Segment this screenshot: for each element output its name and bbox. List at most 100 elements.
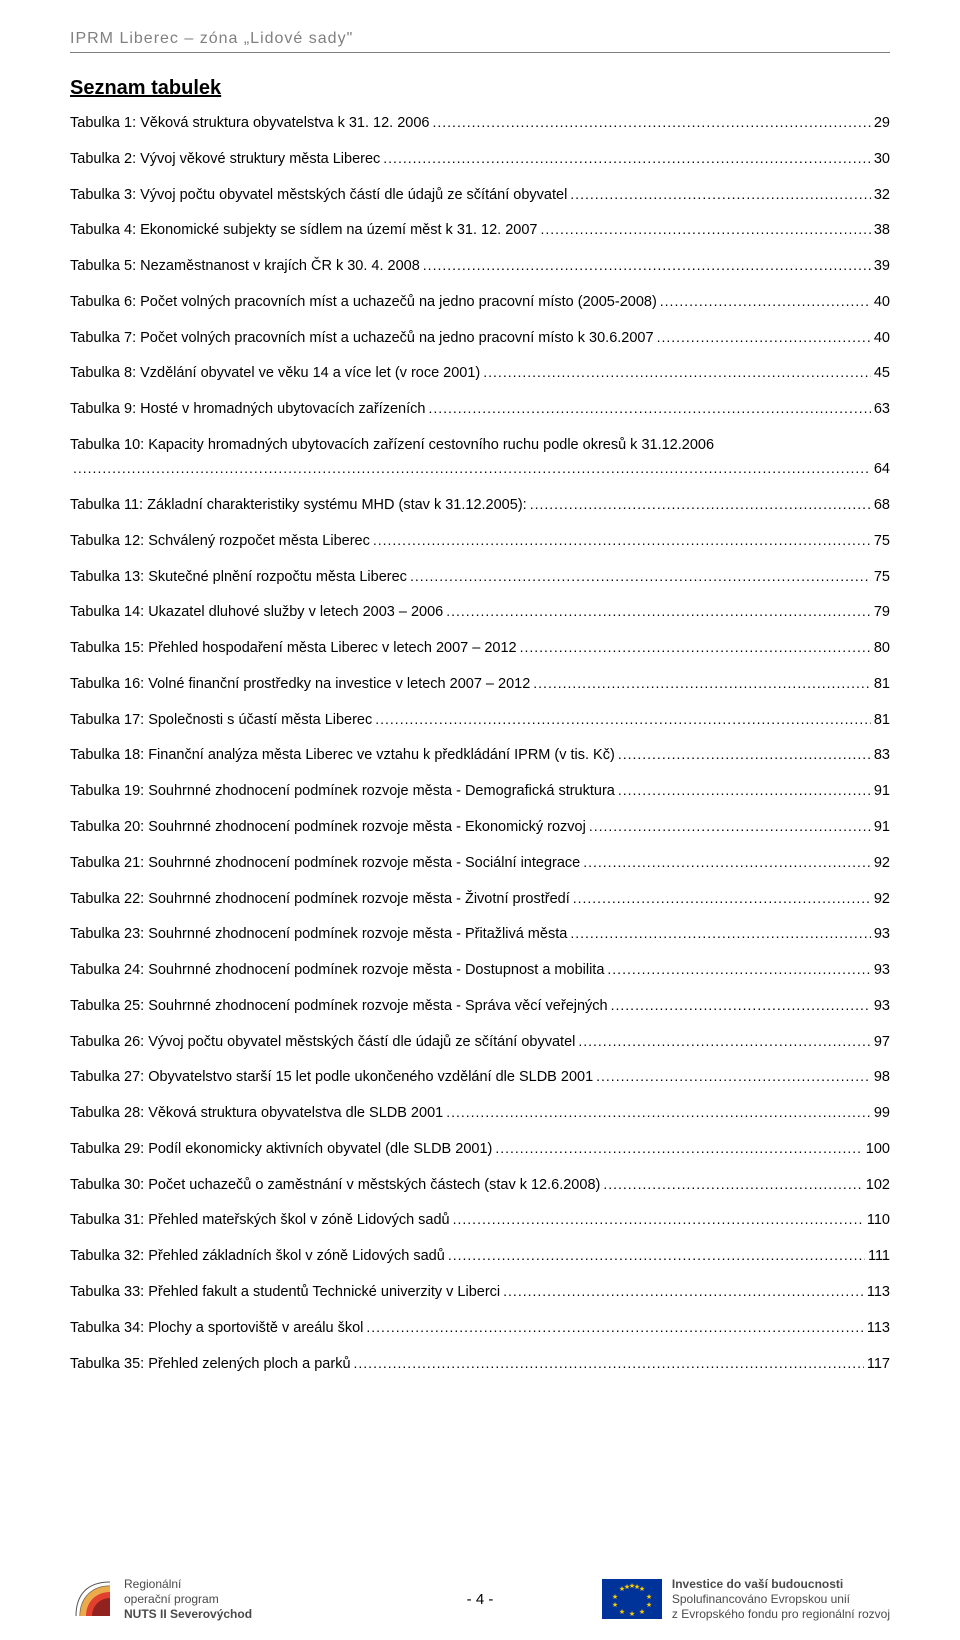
- toc-leader-dots: [520, 637, 871, 659]
- toc-entry: Tabulka 7: Počet volných pracovních míst…: [70, 327, 890, 349]
- eu-flag-icon: ★ ★ ★ ★ ★ ★ ★ ★ ★ ★ ★ ★: [602, 1579, 662, 1619]
- toc-leader-dots: [483, 362, 871, 384]
- toc-label: Tabulka 15: Přehled hospodaření města Li…: [70, 637, 517, 659]
- toc-label: Tabulka 28: Věková struktura obyvatelstv…: [70, 1102, 443, 1124]
- toc-leader-dots: [533, 673, 871, 695]
- toc-page-number: 39: [874, 255, 890, 277]
- toc-entry: Tabulka 14: Ukazatel dluhové služby v le…: [70, 601, 890, 623]
- toc-entry: Tabulka 5: Nezaměstnanost v krajích ČR k…: [70, 255, 890, 277]
- toc-page-number: 117: [867, 1353, 890, 1375]
- toc-entry: Tabulka 25: Souhrnné zhodnocení podmínek…: [70, 995, 890, 1017]
- toc-label: Tabulka 24: Souhrnné zhodnocení podmínek…: [70, 959, 604, 981]
- toc-leader-dots: [366, 1317, 863, 1339]
- toc-leader-dots: [495, 1138, 862, 1160]
- page-number: - 4 -: [467, 1591, 494, 1608]
- toc-label: Tabulka 18: Finanční analýza města Liber…: [70, 744, 615, 766]
- toc-label: Tabulka 5: Nezaměstnanost v krajích ČR k…: [70, 255, 420, 277]
- footer-left-text: Regionální operační program NUTS II Seve…: [124, 1577, 252, 1622]
- toc-label: Tabulka 31: Přehled mateřských škol v zó…: [70, 1209, 450, 1231]
- toc-label: Tabulka 21: Souhrnné zhodnocení podmínek…: [70, 852, 580, 874]
- toc-page-number: 113: [867, 1281, 890, 1303]
- toc-entry: Tabulka 11: Základní charakteristiky sys…: [70, 494, 890, 516]
- toc-leader-dots: [596, 1066, 871, 1088]
- toc-leader-dots: [660, 291, 871, 313]
- toc-leader-dots: [589, 816, 871, 838]
- page-footer: Regionální operační program NUTS II Seve…: [0, 1576, 960, 1622]
- toc-page-number: 83: [874, 744, 890, 766]
- toc-entry: Tabulka 31: Přehled mateřských škol v zó…: [70, 1209, 890, 1231]
- toc-leader-dots: [428, 398, 870, 420]
- toc-page-number: 93: [874, 995, 890, 1017]
- toc-page-number: 29: [874, 112, 890, 134]
- toc-entry: Tabulka 28: Věková struktura obyvatelstv…: [70, 1102, 890, 1124]
- toc-leader-dots: [73, 458, 871, 480]
- toc-leader-dots: [448, 1245, 865, 1267]
- toc-leader-dots: [611, 995, 871, 1017]
- toc-leader-dots: [375, 709, 871, 731]
- toc-entry: Tabulka 16: Volné finanční prostředky na…: [70, 673, 890, 695]
- toc-label: Tabulka 9: Hosté v hromadných ubytovacíc…: [70, 398, 425, 420]
- toc-leader-dots: [446, 601, 871, 623]
- toc-label: Tabulka 29: Podíl ekonomicky aktivních o…: [70, 1138, 492, 1160]
- toc-entry: Tabulka 17: Společnosti s účastí města L…: [70, 709, 890, 731]
- toc-leader-dots: [618, 744, 871, 766]
- toc-leader-dots: [453, 1209, 864, 1231]
- toc-page-number: 113: [867, 1317, 890, 1339]
- toc-label: Tabulka 12: Schválený rozpočet města Lib…: [70, 530, 370, 552]
- toc-entry: Tabulka 6: Počet volných pracovních míst…: [70, 291, 890, 313]
- toc-label: Tabulka 3: Vývoj počtu obyvatel městskýc…: [70, 184, 567, 206]
- toc-leader-dots: [570, 184, 871, 206]
- toc-label: Tabulka 34: Plochy a sportoviště v areál…: [70, 1317, 363, 1339]
- footer-right-block: ★ ★ ★ ★ ★ ★ ★ ★ ★ ★ ★ ★ Investice do vaš…: [602, 1577, 890, 1622]
- toc-entry: Tabulka 35: Přehled zelených ploch a par…: [70, 1353, 890, 1375]
- footer-left-line1: Regionální: [124, 1577, 252, 1592]
- toc-page-number: 102: [866, 1174, 890, 1196]
- toc-label: Tabulka 2: Vývoj věkové struktury města …: [70, 148, 380, 170]
- toc-leader-dots: [423, 255, 871, 277]
- toc-leader-dots: [410, 566, 871, 588]
- toc-page-number: 79: [874, 601, 890, 623]
- toc-entry: Tabulka 29: Podíl ekonomicky aktivních o…: [70, 1138, 890, 1160]
- table-of-contents: Tabulka 1: Věková struktura obyvatelstva…: [70, 112, 890, 1375]
- toc-entry: Tabulka 30: Počet uchazečů o zaměstnání …: [70, 1174, 890, 1196]
- footer-right-line3: z Evropského fondu pro regionální rozvoj: [672, 1607, 890, 1622]
- toc-leader-dots: [573, 888, 871, 910]
- toc-page-number: 97: [874, 1031, 890, 1053]
- toc-label: Tabulka 33: Přehled fakult a studentů Te…: [70, 1281, 500, 1303]
- toc-leader-dots: [383, 148, 871, 170]
- toc-entry: Tabulka 8: Vzdělání obyvatel ve věku 14 …: [70, 362, 890, 384]
- toc-leader-dots: [373, 530, 871, 552]
- toc-entry: Tabulka 33: Přehled fakult a studentů Te…: [70, 1281, 890, 1303]
- toc-page-number: 75: [874, 530, 890, 552]
- toc-label: Tabulka 8: Vzdělání obyvatel ve věku 14 …: [70, 362, 480, 384]
- toc-leader-dots: [603, 1174, 862, 1196]
- toc-entry: Tabulka 23: Souhrnné zhodnocení podmínek…: [70, 923, 890, 945]
- toc-entry: Tabulka 34: Plochy a sportoviště v areál…: [70, 1317, 890, 1339]
- header-divider: [70, 52, 890, 53]
- toc-label: Tabulka 26: Vývoj počtu obyvatel městský…: [70, 1031, 575, 1053]
- toc-page-number: 110: [867, 1209, 890, 1231]
- toc-entry: Tabulka 1: Věková struktura obyvatelstva…: [70, 112, 890, 134]
- toc-page-number: 91: [874, 780, 890, 802]
- toc-entry: Tabulka 9: Hosté v hromadných ubytovacíc…: [70, 398, 890, 420]
- footer-left-logo-block: Regionální operační program NUTS II Seve…: [70, 1576, 252, 1622]
- toc-page-number: 93: [874, 959, 890, 981]
- toc-entry: Tabulka 2: Vývoj věkové struktury města …: [70, 148, 890, 170]
- toc-label: Tabulka 17: Společnosti s účastí města L…: [70, 709, 372, 731]
- toc-leader-dots: [503, 1281, 864, 1303]
- toc-entry: Tabulka 24: Souhrnné zhodnocení podmínek…: [70, 959, 890, 981]
- toc-entry: Tabulka 32: Přehled základních škol v zó…: [70, 1245, 890, 1267]
- toc-entry: Tabulka 27: Obyvatelstvo starší 15 let p…: [70, 1066, 890, 1088]
- toc-leader-dots: [530, 494, 871, 516]
- toc-label: Tabulka 13: Skutečné plnění rozpočtu měs…: [70, 566, 407, 588]
- toc-page-number: 99: [874, 1102, 890, 1124]
- toc-page-number: 45: [874, 362, 890, 384]
- document-header-title: IPRM Liberec – zóna „Lidové sady": [70, 30, 890, 48]
- toc-page-number: 40: [874, 291, 890, 313]
- toc-label: Tabulka 32: Přehled základních škol v zó…: [70, 1245, 445, 1267]
- toc-leader-dots: [433, 112, 871, 134]
- toc-page-number: 100: [866, 1138, 890, 1160]
- toc-label: Tabulka 23: Souhrnné zhodnocení podmínek…: [70, 923, 567, 945]
- toc-label: Tabulka 25: Souhrnné zhodnocení podmínek…: [70, 995, 608, 1017]
- footer-left-line2: operační program: [124, 1592, 252, 1607]
